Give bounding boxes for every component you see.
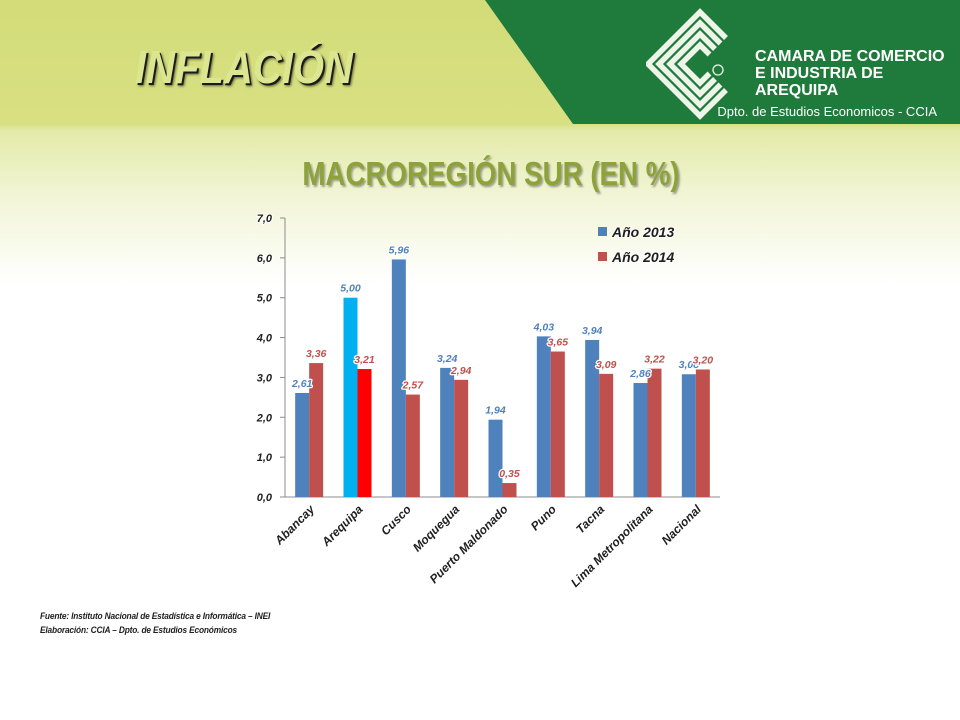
bar-ano-2013-nacional	[681, 374, 696, 497]
x-tick-label-lima-metropolitana: Lima Metropolitana	[568, 502, 656, 590]
bar-ano-2014-arequipa	[357, 369, 372, 497]
logo-stripe	[655, 19, 723, 109]
x-tick-label-cusco: Cusco	[378, 502, 414, 538]
bars	[295, 259, 710, 497]
bar-ano-2013-arequipa	[343, 297, 358, 497]
y-tick-label: 3,0	[257, 372, 273, 384]
bar-ano-2013-puerto-maldonado	[488, 419, 503, 497]
data-label-ano-2013-cusco: 5,96	[389, 244, 410, 256]
chart-title: MACROREGIÓN SUR (EN %)	[302, 155, 680, 192]
data-label-ano-2013-tacna: 3,94	[582, 325, 603, 337]
organization-line: CAMARA DE COMERCIO	[755, 48, 945, 65]
data-label-ano-2014-puerto-maldonado: 0,35	[499, 468, 520, 480]
y-tick-label: 6,0	[257, 253, 273, 265]
x-tick-label-abancay: Abancay	[271, 501, 318, 548]
data-label-ano-2014-lima-metropolitana: 3,22	[644, 354, 665, 366]
legend-swatch-2013	[598, 227, 607, 236]
bar-ano-2013-tacna	[585, 339, 600, 497]
bar-ano-2013-lima-metropolitana	[633, 383, 648, 497]
bar-ano-2014-puno	[550, 351, 565, 497]
bar-ano-2014-lima-metropolitana	[647, 368, 662, 497]
bar-ano-2014-abancay	[309, 363, 324, 497]
data-label-ano-2014-tacna: 3,09	[596, 359, 617, 371]
legend: Año 2013 Año 2014	[598, 223, 675, 266]
registered-mark-icon	[712, 64, 724, 76]
logo-stripe	[677, 41, 712, 87]
slide-title: INFLACIÓN	[135, 41, 353, 93]
data-label-ano-2014-cusco: 2,57	[402, 380, 425, 392]
data-label-ano-2014-abancay: 3,36	[306, 348, 327, 360]
logo-stripe	[646, 8, 728, 120]
x-tick-label-nacional: Nacional	[659, 502, 705, 548]
bar-ano-2013-cusco	[391, 259, 406, 497]
department-label: Dpto. de Estudios Economicos - CCIA	[717, 104, 937, 119]
x-tick-label-arequipa: Arequipa	[318, 502, 366, 550]
bar-ano-2013-puno	[536, 336, 551, 497]
y-tick-label: 7,0	[257, 213, 273, 225]
data-label-ano-2014-moquegua: 2,94	[450, 365, 472, 377]
legend-label-2014: Año 2014	[611, 249, 674, 265]
bar-ano-2014-puerto-maldonado	[502, 483, 517, 497]
bar-chart: 0,0 1,0 2,0 3,0 4,0 5,0 6,0 7,0 2,61 3,36 5,00 3,2…	[255, 212, 720, 591]
organization-line: E INDUSTRIA DE	[755, 65, 884, 82]
x-tick-label-puno: Puno	[528, 502, 559, 533]
x-tick-label-tacna: Tacna	[573, 502, 607, 536]
organization-name: CAMARA DE COMERCIO E INDUSTRIA DE AREQUI…	[755, 48, 945, 99]
data-label-ano-2013-moquegua: 3,24	[437, 353, 458, 365]
x-tick-label-moquegua: Moquegua	[410, 502, 463, 555]
data-label-ano-2013-abancay: 2,61	[291, 378, 313, 390]
bar-ano-2014-tacna	[599, 373, 614, 497]
y-tick-label: 5,0	[257, 293, 273, 305]
bar-ano-2014-cusco	[405, 394, 420, 497]
organization-line: AREQUIPA	[755, 82, 839, 99]
y-tick-label: 1,0	[257, 452, 273, 464]
logo-stripe	[666, 30, 717, 98]
bar-ano-2013-abancay	[295, 392, 310, 497]
data-label-ano-2013-puerto-maldonado: 1,94	[485, 405, 506, 417]
data-label-ano-2014-arequipa: 3,21	[354, 354, 375, 366]
bar-ano-2014-moquegua	[454, 379, 469, 497]
data-label-ano-2014-puno: 3,65	[548, 337, 569, 349]
data-label-ano-2013-nacional: 3,08	[679, 359, 700, 371]
ccia-logo-icon	[646, 8, 728, 120]
data-label-ano-2013-lima-metropolitana: 2,86	[629, 368, 651, 380]
legend-swatch-2014	[598, 252, 607, 261]
y-tick-label: 0,0	[257, 492, 273, 504]
data-label-ano-2014-nacional: 3,20	[693, 354, 714, 366]
y-tick-label: 2,0	[256, 412, 273, 424]
bar-ano-2013-moquegua	[440, 367, 455, 497]
data-labels: 2,61 3,36 5,00 3,21 5,96 2,57 3,242,94 1,94 0,35…	[290, 243, 715, 481]
y-tick-label: 4,0	[256, 333, 273, 345]
data-label-ano-2013-puno: 4,03	[533, 321, 555, 333]
legend-label-2013: Año 2013	[611, 224, 674, 240]
footer-notes: Fuente: Instituto Nacional de Estadístic…	[40, 610, 270, 638]
credit-note: Elaboración: CCIA – Dpto. de Estudios Ec…	[40, 625, 238, 636]
bar-ano-2014-nacional	[695, 369, 710, 497]
header-banner	[485, 0, 960, 124]
source-note: Fuente: Instituto Nacional de Estadístic…	[40, 611, 271, 622]
data-label-ano-2013-arequipa: 5,00	[340, 283, 361, 295]
